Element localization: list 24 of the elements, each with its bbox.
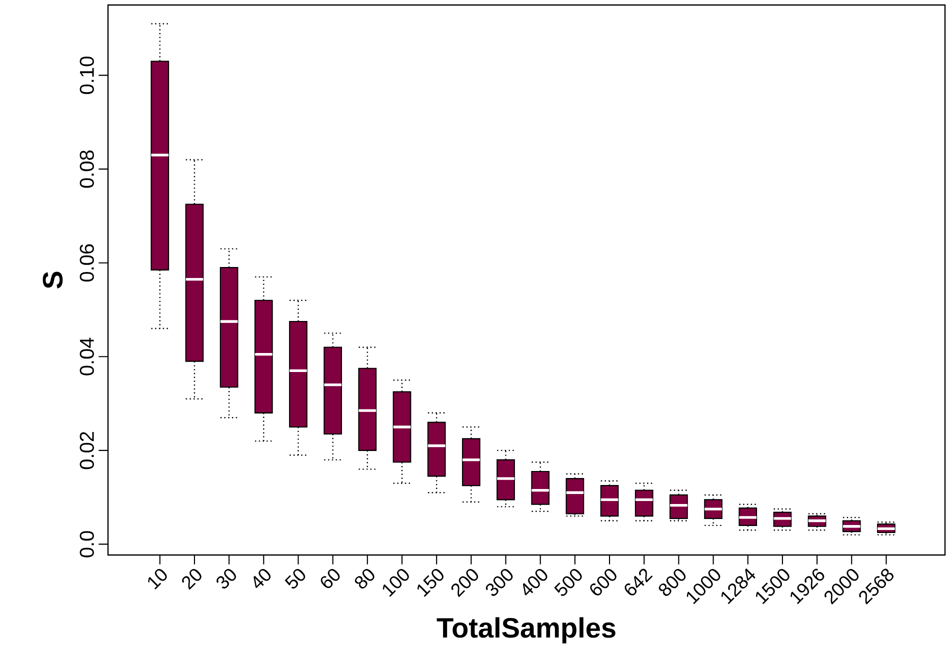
x-tick-label: 80 (354, 568, 374, 589)
x-tick-label: 600 (590, 568, 616, 596)
x-tick-label: 500 (554, 568, 582, 596)
y-tick-label: 0.06 (80, 244, 94, 282)
x-tick-label: 40 (254, 568, 271, 588)
x-tick-label: 50 (284, 568, 306, 589)
y-tick-label: 0.02 (80, 432, 94, 470)
y-tick-label: 0.04 (80, 338, 94, 376)
x-tick-label: 300 (486, 568, 513, 596)
x-tick-label: 800 (658, 568, 686, 596)
y-tick-label: 0.10 (80, 56, 94, 94)
x-axis-title: TotalSamples (436, 617, 616, 644)
x-tick-label: 60 (320, 568, 340, 588)
x-tick-label: 30 (216, 568, 236, 589)
x-tick-label: 100 (382, 568, 409, 597)
x-tick-label: 400 (522, 568, 548, 596)
y-tick-label: 0.0 (80, 531, 94, 558)
x-tick-label: 20 (182, 568, 202, 590)
x-tick-label: 150 (417, 568, 444, 597)
x-tick-label: 10 (148, 568, 167, 590)
x-tick-label: 642 (624, 568, 653, 596)
y-tick-label: 0.08 (80, 150, 94, 188)
y-axis-title: S (42, 272, 63, 289)
x-tick-label: 200 (451, 568, 478, 598)
